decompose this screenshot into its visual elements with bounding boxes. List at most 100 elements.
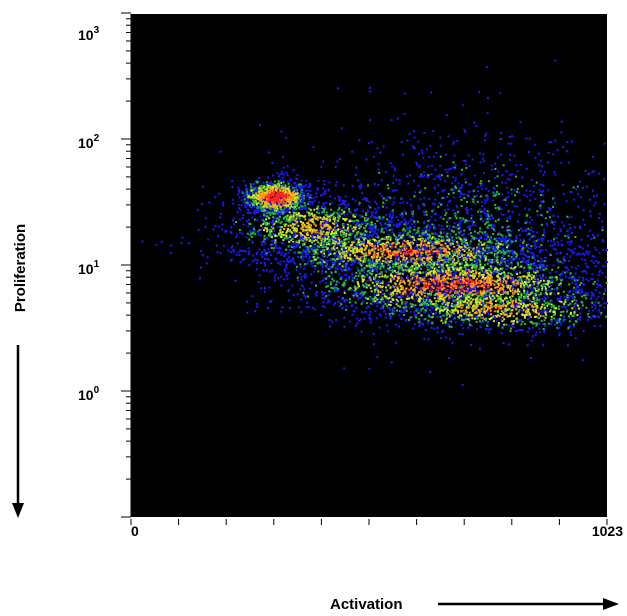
scatter-point	[318, 281, 321, 284]
scatter-point	[273, 233, 276, 236]
scatter-point	[373, 244, 376, 247]
scatter-point	[377, 293, 380, 296]
scatter-point	[360, 243, 363, 246]
scatter-point	[370, 229, 373, 232]
scatter-point	[446, 257, 449, 260]
scatter-point	[400, 266, 403, 269]
scatter-point	[283, 185, 286, 188]
scatter-point	[323, 249, 326, 252]
scatter-point	[459, 238, 462, 241]
scatter-point	[367, 265, 370, 268]
scatter-point	[340, 209, 343, 212]
scatter-point	[270, 247, 273, 249]
scatter-point	[542, 265, 545, 268]
scatter-point	[423, 263, 426, 266]
scatter-point	[379, 267, 382, 270]
scatter-point	[275, 199, 278, 202]
scatter-point	[345, 238, 348, 240]
scatter-point	[311, 235, 314, 238]
scatter-point	[267, 200, 270, 203]
scatter-point	[363, 267, 366, 270]
scatter-point	[267, 258, 270, 261]
scatter-point	[346, 230, 349, 233]
scatter-point	[542, 279, 545, 282]
scatter-point	[349, 268, 352, 271]
scatter-point	[532, 276, 535, 279]
scatter-point	[306, 211, 309, 214]
scatter-point	[513, 282, 516, 284]
scatter-point	[538, 298, 541, 301]
scatter-point	[402, 262, 404, 265]
scatter-point	[256, 258, 259, 261]
scatter-point	[382, 264, 385, 267]
scatter-point	[309, 184, 312, 187]
scatter-point	[260, 253, 263, 256]
scatter-point	[349, 253, 352, 256]
scatter-point	[330, 231, 333, 234]
scatter-point	[417, 230, 420, 233]
scatter-point	[334, 263, 337, 266]
scatter-point	[280, 241, 283, 244]
scatter-point	[286, 263, 288, 266]
scatter-point	[503, 260, 506, 263]
scatter-point	[241, 250, 243, 252]
scatter-point	[452, 268, 455, 270]
scatter-point	[314, 292, 317, 295]
scatter-point	[556, 252, 558, 255]
scatter-point	[285, 195, 287, 198]
scatter-point	[367, 242, 370, 245]
scatter-point	[501, 256, 504, 259]
scatter-point	[279, 260, 282, 263]
scatter-point	[271, 242, 274, 245]
scatter-point	[421, 261, 424, 264]
scatter-point	[404, 249, 406, 252]
scatter-point	[449, 266, 452, 269]
scatter-point	[505, 264, 508, 267]
scatter-point	[391, 231, 394, 234]
scatter-point	[251, 196, 254, 199]
scatter-point	[442, 297, 445, 300]
scatter-point	[353, 246, 356, 249]
scatter-point	[465, 239, 468, 242]
scatter-point	[258, 197, 261, 200]
scatter-point	[303, 288, 306, 291]
scatter-point	[340, 257, 343, 260]
scatter-point	[426, 250, 429, 253]
scatter-point	[478, 302, 481, 305]
scatter-point	[321, 264, 324, 267]
scatter-point	[319, 237, 322, 240]
scatter-point	[238, 189, 241, 192]
scatter-point	[264, 205, 267, 208]
scatter-point	[524, 282, 527, 285]
scatter-point	[435, 267, 438, 270]
scatter-point	[395, 236, 398, 239]
scatter-point	[311, 306, 314, 309]
scatter-point	[520, 292, 523, 295]
scatter-point	[231, 198, 234, 201]
scatter-point	[452, 242, 455, 245]
scatter-point	[350, 259, 353, 262]
scatter-point	[292, 206, 295, 208]
scatter-point	[497, 233, 500, 236]
scatter-point	[497, 291, 500, 294]
scatter-point	[353, 220, 356, 223]
scatter-point	[381, 282, 384, 285]
scatter-point	[303, 202, 306, 205]
scatter-point	[547, 240, 549, 243]
scatter-point	[519, 245, 522, 248]
scatter-point	[248, 204, 251, 207]
scatter-point	[418, 304, 421, 307]
scatter-point	[584, 294, 587, 297]
scatter-point	[374, 295, 376, 298]
scatter-point	[279, 263, 282, 266]
scatter-point	[448, 296, 451, 299]
scatter-point	[332, 247, 335, 250]
scatter-point	[289, 192, 292, 195]
scatter-point	[411, 265, 414, 267]
scatter-point	[299, 246, 301, 249]
scatter-point	[413, 289, 416, 292]
scatter-point	[484, 218, 487, 221]
scatter-point	[369, 206, 372, 209]
scatter-point	[266, 257, 269, 260]
scatter-point	[516, 280, 519, 283]
